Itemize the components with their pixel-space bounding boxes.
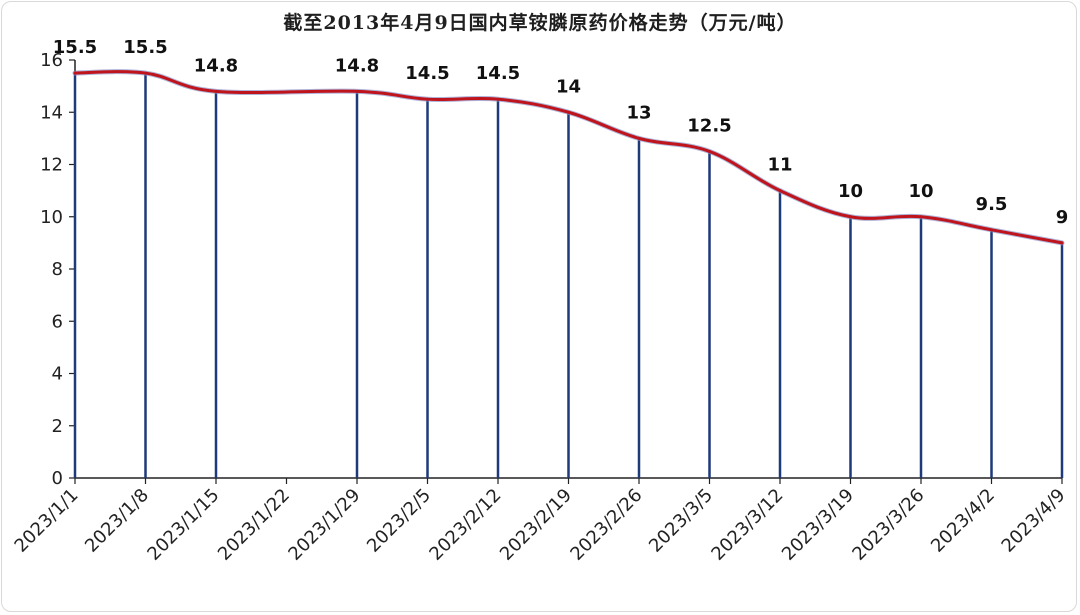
y-tick-label: 4 (52, 364, 63, 385)
x-tick-label: 2023/2/26 (566, 485, 646, 565)
y-tick-label: 2 (52, 416, 63, 437)
y-tick-label: 8 (52, 259, 63, 280)
data-label: 10 (908, 181, 933, 202)
data-label: 11 (767, 155, 792, 176)
series-line (73, 70, 1064, 245)
x-tick-label: 2023/4/9 (998, 485, 1070, 557)
data-point (355, 89, 359, 93)
data-point (778, 189, 782, 193)
data-label: 14.8 (335, 55, 379, 76)
data-label: 14 (556, 76, 581, 97)
data-label: 13 (626, 102, 651, 123)
data-label: 12.5 (687, 115, 731, 136)
y-tick-label: 6 (52, 311, 63, 332)
data-point (919, 215, 923, 219)
data-point (214, 89, 218, 93)
x-tick-label: 2023/1/29 (284, 485, 364, 565)
x-tick-label: 2023/1/15 (143, 485, 223, 565)
data-point (849, 215, 852, 219)
y-tick-label: 0 (52, 468, 63, 489)
x-tick-label: 2023/2/5 (363, 485, 435, 557)
data-label: 10 (838, 181, 863, 202)
data-label: 9 (1056, 207, 1069, 228)
x-tick-label: 2023/3/26 (848, 485, 928, 565)
data-point (708, 149, 711, 153)
data-label: 9.5 (976, 194, 1008, 215)
x-tick-label: 2023/3/19 (778, 485, 858, 565)
y-tick-label: 10 (40, 207, 63, 228)
data-label: 14.5 (405, 63, 449, 84)
x-tick-label: 2023/3/5 (645, 485, 717, 557)
data-point (426, 97, 429, 101)
data-point (1060, 241, 1064, 245)
x-tick-label: 2023/2/12 (425, 485, 505, 565)
x-tick-label: 2023/4/2 (927, 485, 999, 557)
data-label: 15.5 (53, 37, 97, 58)
data-point (496, 97, 500, 101)
data-label: 14.8 (194, 55, 238, 76)
y-tick-label: 16 (40, 50, 63, 71)
chart-title: 截至2013年4月9日国内草铵膦原药价格走势（万元/吨） (283, 12, 797, 34)
x-tick-label: 2023/1/22 (214, 485, 294, 565)
y-tick-label: 14 (40, 102, 63, 123)
data-label: 14.5 (476, 63, 520, 84)
x-tick-label: 2023/2/19 (496, 485, 576, 565)
data-point (990, 228, 993, 232)
data-point (637, 136, 641, 140)
data-label: 15.5 (123, 37, 167, 58)
data-point (73, 71, 77, 75)
x-tick-label: 2023/3/12 (707, 485, 787, 565)
x-tick-label: 2023/1/8 (81, 485, 153, 557)
data-point (567, 110, 570, 114)
data-point (144, 71, 147, 75)
y-tick-label: 12 (40, 155, 63, 176)
x-tick-label: 2023/1/1 (11, 485, 83, 557)
